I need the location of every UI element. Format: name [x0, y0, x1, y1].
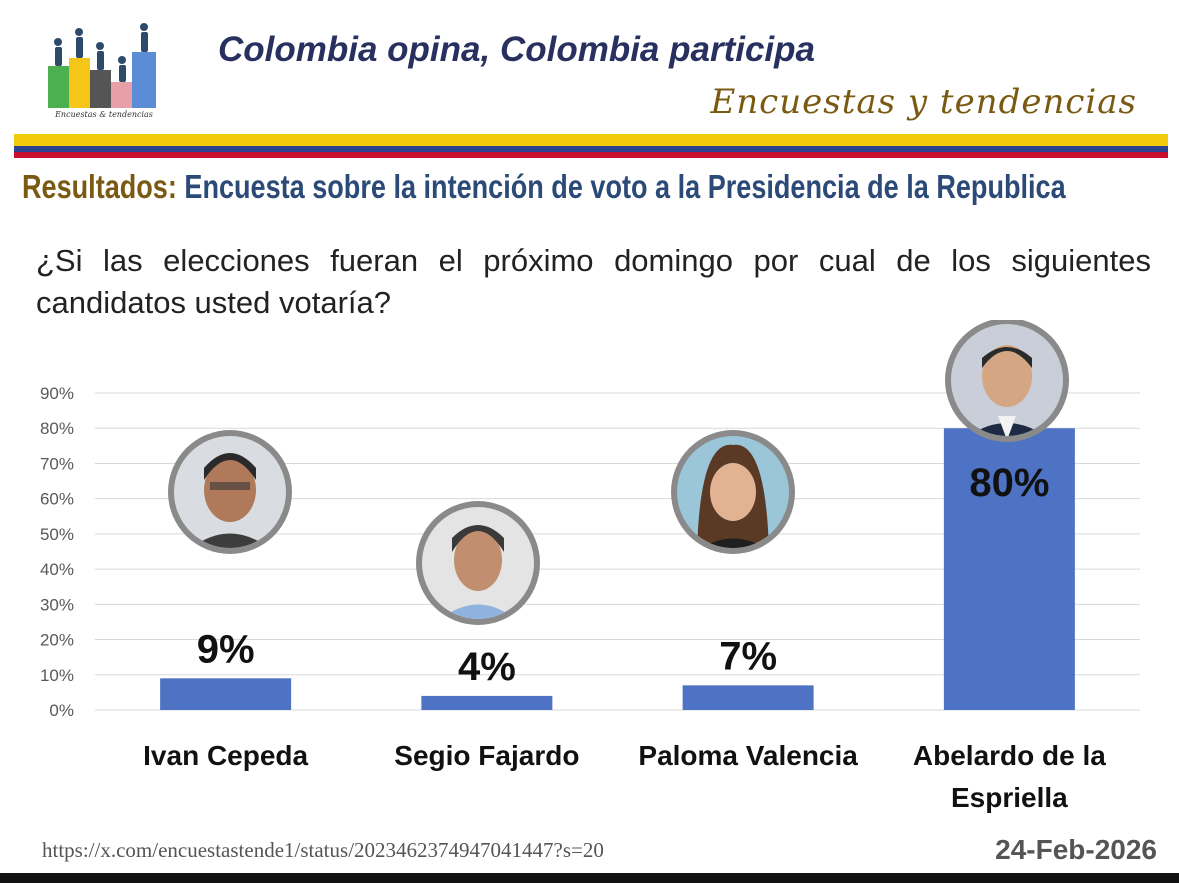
y-tick-label: 40% [40, 560, 74, 579]
header-title: Colombia opina, Colombia participa [218, 30, 815, 69]
bar [682, 685, 814, 710]
bottom-bar [0, 873, 1179, 883]
candidate-photo [671, 430, 795, 554]
data-label: 4% [458, 645, 516, 689]
y-tick-label: 90% [40, 384, 74, 403]
data-label: 80% [969, 461, 1049, 505]
y-tick-label: 30% [40, 595, 74, 614]
candidate-photo [168, 430, 292, 554]
data-label: 9% [197, 627, 255, 671]
flag-stripe [14, 134, 1168, 158]
candidate-photo [416, 501, 540, 625]
bar-chart: 0% 10% 20% 30% 40% 50% 60% 70% 80% 90% [40, 320, 1140, 813]
result-heading: Resultados: Encuesta sobre la intención … [22, 168, 1066, 206]
candidate-photo [945, 320, 1069, 442]
x-category-label: Abelardo de la [913, 740, 1106, 771]
x-category-label: Segio Fajardo [394, 740, 579, 771]
y-tick-label: 0% [49, 701, 74, 720]
x-category-label: Ivan Cepeda [143, 740, 308, 771]
bar [160, 678, 292, 710]
logo-caption: Encuestas & tendencias [55, 110, 153, 119]
y-tick-label: 20% [40, 631, 74, 650]
y-tick-label: 10% [40, 666, 74, 685]
x-category-label: Espriella [951, 782, 1068, 813]
x-category-label: Paloma Valencia [638, 740, 858, 771]
bar [943, 428, 1075, 710]
date-label: 24-Feb-2026 [995, 834, 1157, 865]
y-tick-label: 50% [40, 525, 74, 544]
result-label: Resultados: [22, 168, 177, 205]
source-url[interactable]: https://x.com/encuestastende1/status/202… [42, 838, 604, 862]
header-tagline: Encuestas y tendencias [710, 82, 1137, 122]
logo [48, 23, 156, 108]
data-label: 7% [719, 634, 777, 678]
y-tick-label: 60% [40, 490, 74, 509]
y-tick-label: 80% [40, 419, 74, 438]
survey-question: ¿Si las elecciones fueran el próximo dom… [36, 243, 1151, 320]
bar [421, 695, 553, 710]
y-tick-label: 70% [40, 454, 74, 473]
result-subject: Encuesta sobre la intención de voto a la… [184, 168, 1066, 205]
